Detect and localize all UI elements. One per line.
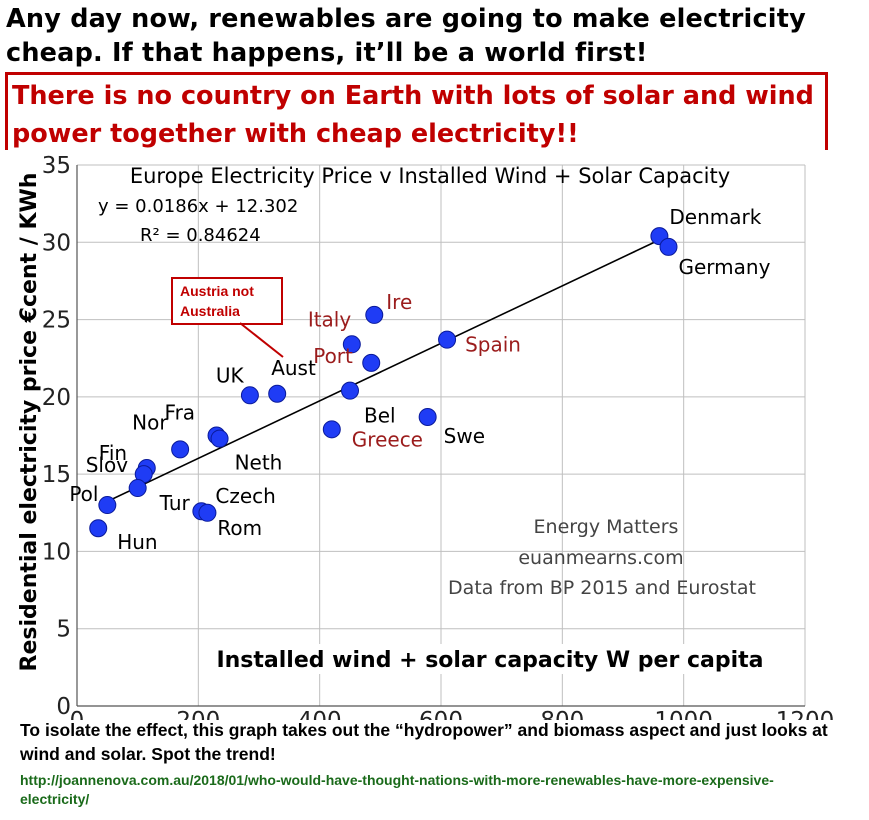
point-label: Tur bbox=[159, 491, 191, 515]
source-link[interactable]: http://joannenova.com.au/2018/01/who-wou… bbox=[20, 772, 774, 807]
point-label: Port bbox=[313, 344, 353, 368]
credit-line: Data from BP 2015 and Eurostat bbox=[448, 577, 756, 599]
point-label: Slov bbox=[86, 453, 128, 477]
point-label: Fin bbox=[99, 441, 127, 465]
callout-text: There is no country on Earth with lots o… bbox=[12, 81, 814, 149]
y-tick-label: 10 bbox=[42, 539, 71, 565]
y-tick-label: 15 bbox=[42, 462, 71, 488]
point-label: Swe bbox=[444, 424, 485, 448]
annotation-line-1: Austria not bbox=[180, 283, 254, 299]
data-point bbox=[268, 384, 287, 403]
data-point bbox=[418, 407, 437, 426]
annotation-pointer bbox=[239, 322, 284, 358]
x-tick-label: 0 bbox=[70, 708, 85, 720]
y-axis-label: Residential electricity price €cent / KW… bbox=[17, 173, 42, 672]
x-tick-label: 1200 bbox=[776, 708, 835, 720]
data-point bbox=[240, 386, 259, 405]
y-tick-label: 35 bbox=[42, 153, 71, 179]
data-point bbox=[365, 305, 384, 324]
data-point bbox=[171, 440, 190, 459]
x-tick-label: 400 bbox=[298, 708, 342, 720]
data-point bbox=[322, 420, 341, 439]
point-label: Italy bbox=[308, 307, 352, 331]
y-tick-label: 30 bbox=[42, 230, 71, 256]
point-labels: Denmark Germany Ire Italy Port Spain BelGreece… bbox=[69, 205, 770, 554]
r-squared: R² = 0.84624 bbox=[140, 225, 261, 246]
xlabel-backdrop bbox=[205, 644, 775, 674]
data-point bbox=[89, 519, 108, 538]
point-label: UK bbox=[216, 363, 245, 387]
data-point bbox=[98, 496, 117, 515]
x-tick-label: 600 bbox=[419, 708, 463, 720]
trendline bbox=[103, 239, 660, 504]
point-label: Aust bbox=[271, 356, 316, 380]
scatter-chart: 0 200 400 600 800 1000 1200 0 5 10 15 20 25 30 35 Denm… bbox=[0, 150, 869, 720]
credits: Energy Matters euanmearns.com Data from BP… bbox=[448, 516, 756, 599]
y-tick-label: 5 bbox=[56, 617, 71, 643]
data-point bbox=[342, 335, 361, 354]
point-label: Germany bbox=[679, 255, 771, 279]
data-point bbox=[128, 479, 147, 498]
point-label: Pol bbox=[69, 482, 98, 506]
data-point bbox=[659, 237, 678, 256]
y-tick-label: 25 bbox=[42, 308, 71, 334]
point-label: Rom bbox=[217, 516, 262, 540]
point-label: Nor bbox=[132, 410, 168, 434]
data-point bbox=[438, 330, 457, 349]
y-tick-label: 0 bbox=[56, 694, 71, 720]
point-label: Ire bbox=[386, 290, 412, 314]
point-label: Greece bbox=[352, 427, 423, 451]
axes: 0 200 400 600 800 1000 1200 0 5 10 15 20 25 30 35 bbox=[42, 153, 835, 720]
data-point bbox=[362, 353, 381, 372]
point-label: Fra bbox=[165, 401, 196, 425]
chart-title: Europe Electricity Price v Installed Win… bbox=[130, 164, 730, 188]
data-point bbox=[198, 503, 217, 522]
chart-background bbox=[0, 150, 869, 720]
annotation-austria: Austria not Australia bbox=[171, 277, 284, 358]
x-tick-label: 800 bbox=[540, 708, 584, 720]
data-point bbox=[341, 381, 359, 400]
point-label: Spain bbox=[465, 333, 521, 357]
x-axis-label: Installed wind + solar capacity W per ca… bbox=[216, 648, 763, 673]
y-tick-label: 20 bbox=[42, 385, 71, 411]
point-label: Neth bbox=[235, 451, 283, 475]
credit-line: Energy Matters bbox=[534, 516, 679, 538]
x-tick-label: 1000 bbox=[654, 708, 713, 720]
credit-line: euanmearns.com bbox=[518, 547, 683, 569]
data-points bbox=[89, 227, 678, 538]
point-label: Denmark bbox=[669, 205, 761, 229]
point-label: Bel bbox=[364, 404, 396, 428]
annotation-line-2: Australia bbox=[180, 303, 240, 319]
data-point bbox=[210, 429, 229, 448]
caption: To isolate the effect, this graph takes … bbox=[20, 720, 828, 764]
x-tick-label: 200 bbox=[176, 708, 220, 720]
point-label: Hun bbox=[117, 530, 157, 554]
equation: y = 0.0186x + 12.302 bbox=[98, 196, 298, 217]
headline: Any day now, renewables are going to mak… bbox=[6, 4, 806, 68]
point-label: Czech bbox=[215, 484, 275, 508]
